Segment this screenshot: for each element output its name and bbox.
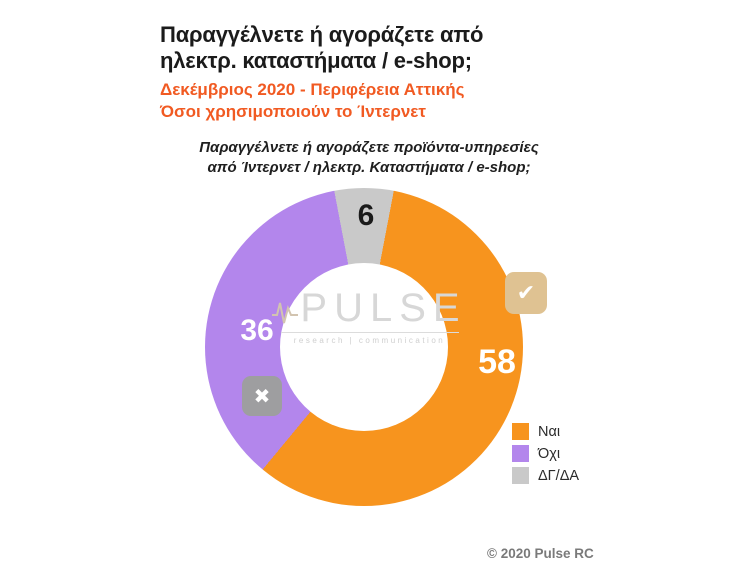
pulse-waveform-icon	[272, 302, 299, 324]
subtitle-population: Όσοι χρησιμοποιούν το Ίντερνετ	[160, 102, 426, 122]
legend-item-dk: ΔΓ/ΔΑ	[512, 467, 579, 484]
legend-item-no: Όχι	[512, 445, 579, 462]
legend-label-dk: ΔΓ/ΔΑ	[538, 467, 580, 484]
subtitle-date-region: Δεκέμβριος 2020 - Περιφέρεια Αττικής	[160, 79, 465, 99]
legend-swatch-yes	[512, 423, 529, 440]
page-title-line1: Παραγγέλνετε ή αγοράζετε από	[160, 22, 484, 47]
pulse-watermark-row: PULSE	[262, 288, 477, 328]
donut-hole	[280, 263, 448, 431]
cross-badge: ✖	[242, 376, 282, 416]
survey-question-line2: από Ίντερνετ / ηλεκτρ. Καταστήματα / e-s…	[207, 159, 531, 177]
survey-question: Παραγγέλνετε ή αγοράζετε προϊόντα-υπηρεσ…	[0, 138, 738, 179]
check-icon: ✔	[516, 280, 536, 305]
pulse-watermark-tagline: research | communication	[280, 332, 459, 345]
segment-value-no: 36	[240, 314, 274, 347]
legend-label-yes: Ναι	[538, 423, 561, 440]
legend-swatch-dk	[512, 467, 529, 484]
legend: Ναι Όχι ΔΓ/ΔΑ	[512, 423, 579, 489]
legend-item-yes: Ναι	[512, 423, 579, 440]
segment-value-yes: 58	[478, 343, 516, 381]
survey-question-line1: Παραγγέλνετε ή αγοράζετε προϊόντα-υπηρεσ…	[199, 139, 539, 156]
segment-value-dk: 6	[357, 199, 375, 232]
page-title-line2: ηλεκτρ. καταστήματα / e-shop;	[160, 47, 472, 73]
cross-icon: ✖	[253, 385, 271, 408]
copyright: © 2020 Pulse RC	[487, 546, 594, 561]
legend-swatch-no	[512, 445, 529, 462]
pulse-watermark-text: PULSE	[300, 286, 467, 330]
legend-label-no: Όχι	[538, 445, 561, 462]
pulse-watermark: PULSE research | communication	[262, 288, 477, 345]
header: Παραγγέλνετε ή αγοράζετε από ηλεκτρ. κατ…	[160, 22, 620, 122]
check-badge: ✔	[505, 272, 547, 314]
subtitle-block: Δεκέμβριος 2020 - Περιφέρεια Αττικής Όσο…	[160, 79, 620, 123]
